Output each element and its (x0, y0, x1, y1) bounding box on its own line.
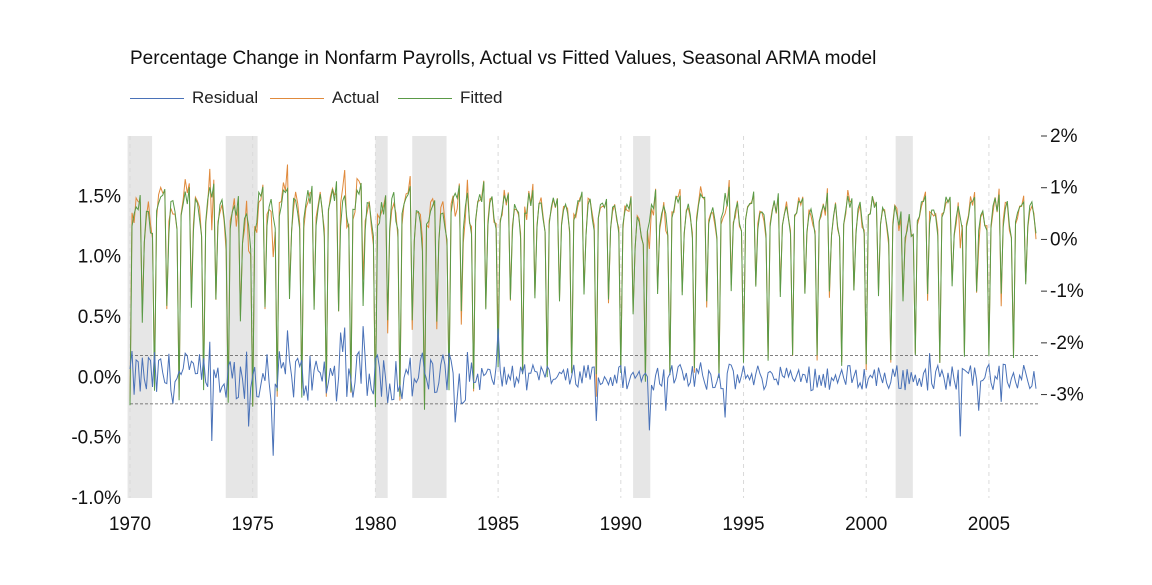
recession-band-5 (895, 136, 913, 498)
series-residual (129, 326, 1037, 456)
legend-label-fitted: Fitted (460, 88, 503, 107)
y-left-tick-0: -1.0% (71, 488, 121, 509)
x-tick-1970: 1970 (109, 514, 151, 535)
x-tick-2000: 2000 (845, 514, 887, 535)
legend-item-residual: Residual (130, 88, 258, 108)
chart-title: Percentage Change in Nonfarm Payrolls, A… (130, 48, 877, 69)
x-axis-ticks: 1970 1975 1980 1985 1990 1995 2000 2005 (109, 514, 1010, 535)
y-axis-left-ticks: -1.0% -0.5% 0.0% 0.5% 1.0% 1.5% (71, 186, 121, 509)
y-right-tick-3: -1% (1050, 281, 1084, 302)
recession-band-3 (412, 136, 447, 498)
y-right-tick-2: 0% (1050, 229, 1078, 250)
y-right-tick-1: 1% (1050, 178, 1078, 199)
x-tick-2005: 2005 (968, 514, 1010, 535)
series-fitted (129, 181, 1037, 410)
y-right-tick-0: 2% (1050, 126, 1078, 147)
x-tick-1985: 1985 (477, 514, 519, 535)
y-right-tick-5: -3% (1050, 385, 1084, 406)
series-lines (129, 164, 1037, 456)
recession-band-1 (225, 136, 258, 498)
recession-band-2 (375, 136, 388, 498)
legend-swatch-fitted (398, 97, 452, 99)
legend-swatch-residual (130, 97, 184, 99)
x-tick-1995: 1995 (722, 514, 764, 535)
legend-item-fitted: Fitted (398, 88, 503, 108)
legend-label-actual: Actual (332, 88, 380, 107)
recession-band-4 (633, 136, 651, 498)
x-tick-1975: 1975 (232, 514, 274, 535)
x-tick-1980: 1980 (354, 514, 396, 535)
y-left-tick-3: 0.5% (78, 307, 121, 328)
legend-swatch-actual (270, 97, 324, 99)
legend-label-residual: Residual (192, 88, 259, 107)
recession-shading (127, 136, 913, 498)
x-tick-1990: 1990 (600, 514, 642, 535)
residual-band (130, 355, 1038, 405)
y-left-tick-4: 1.0% (78, 247, 121, 268)
y-left-tick-2: 0.0% (78, 367, 121, 388)
vertical-gridlines (129, 136, 990, 498)
y-right-tick-4: -2% (1050, 333, 1084, 354)
y-left-tick-1: -0.5% (71, 428, 121, 449)
y-left-tick-5: 1.5% (78, 186, 121, 207)
y-axis-right-ticks: 2% 1% 0% -1% -2% -3% (1041, 126, 1084, 406)
legend-item-actual: Actual (270, 88, 379, 108)
